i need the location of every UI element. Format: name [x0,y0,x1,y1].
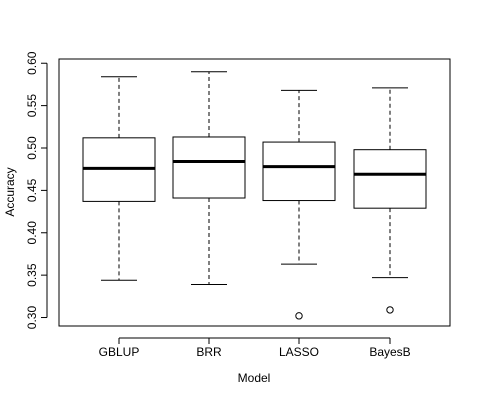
y-tick-label: 0.35 [25,263,39,287]
y-axis-label: Accuracy [3,167,17,216]
x-tick-label: LASSO [279,345,319,359]
y-axis: 0.30 0.35 0.40 0.45 0.50 0.55 0.60 [25,51,48,330]
x-tick-label: BRR [196,345,222,359]
y-tick-label: 0.30 [25,306,39,330]
outlier-point [386,306,394,314]
x-axis: GBLUP BRR LASSO BayesB [99,337,411,359]
y-tick-label: 0.60 [25,51,39,75]
y-tick-label: 0.50 [25,136,39,160]
box-group [82,71,427,320]
interquartile-box [262,141,336,202]
y-tick-label: 0.45 [25,178,39,202]
box-lasso [262,89,336,320]
x-axis-label: Model [238,371,271,385]
x-tick-label: BayesB [369,345,410,359]
x-tick-label: GBLUP [99,345,140,359]
y-tick-label: 0.55 [25,94,39,118]
interquartile-box [172,136,246,199]
outlier-point [295,312,303,320]
box-gblup [82,76,156,281]
y-tick-label: 0.40 [25,221,39,245]
plot-frame [58,58,451,327]
interquartile-box [353,149,427,209]
box-bayesb [353,87,427,314]
box-brr [172,71,246,285]
